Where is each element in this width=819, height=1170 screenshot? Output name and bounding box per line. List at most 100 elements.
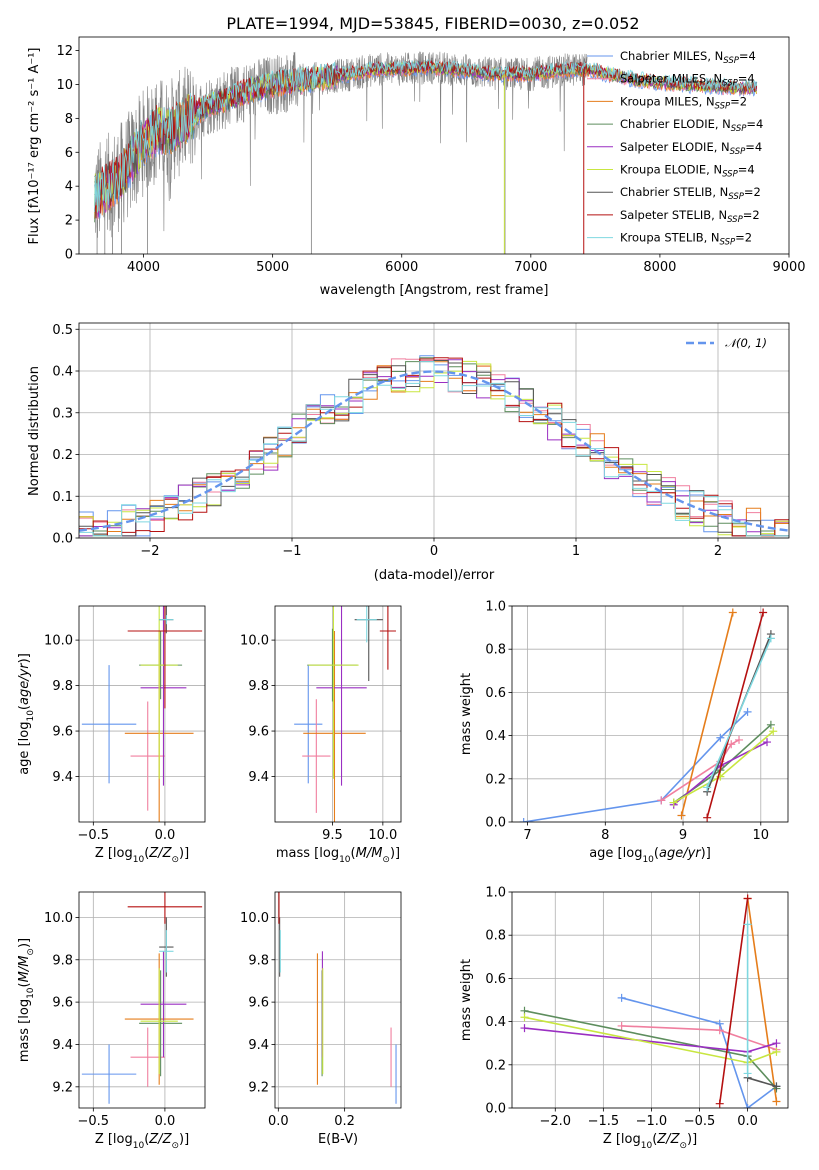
x-tick-label: 8 (601, 828, 609, 843)
x-tick-label: 2 (714, 544, 722, 559)
errorbar-salpeter-elodie (140, 951, 187, 1058)
label-part: 10 (26, 987, 36, 999)
legend-text: =4 (745, 140, 762, 154)
series-marker (743, 920, 752, 929)
axes-frame (78, 891, 206, 1109)
y-tick-label: 0.6 (485, 972, 506, 987)
label-part: ( (654, 846, 659, 861)
frame: −0.5 0.0 9.2 9.4 9.6 9.8 10.0 (44, 891, 206, 1129)
label-part: 10 (642, 855, 654, 865)
x-axis-label: wavelength [Angstrom, rest frame] (320, 283, 549, 298)
series-marker (763, 738, 772, 747)
series-salpeter-elodie (520, 1024, 781, 1056)
legend-sub: SSP (723, 56, 739, 66)
x-tick-label: −1.5 (588, 1114, 620, 1129)
histogram-kroupa-elodie (79, 360, 789, 537)
y-tick-label: 9.8 (248, 953, 269, 968)
legend-text: Salpeter STELIB, N (620, 208, 727, 222)
y-tick-label: 9.2 (248, 1080, 269, 1095)
label-part: )] (390, 846, 400, 861)
series-marker (772, 1082, 781, 1091)
series-marker (669, 798, 678, 807)
axes-frame (78, 36, 790, 255)
panel-0: 4000 5000 6000 7000 8000 9000 0 2 4 6 8 10 12 wavelen… (27, 36, 806, 298)
x-axis-label: mass [log10(M/M⊙)] (276, 846, 400, 865)
x-tick-label: 4000 (127, 260, 160, 275)
y-tick-label: 9.4 (52, 1038, 73, 1053)
legend-entry-salpeter-stelib: Salpeter STELIB, NSSP=2 (620, 208, 760, 225)
x-tick-label: −0.5 (78, 1114, 110, 1129)
x-tick-label: −0.5 (684, 1114, 716, 1129)
panel-3: 9.5 10.0 9.4 9.6 9.8 10.0 mass [log10(M/M⊙)] (240, 605, 402, 865)
frame: −0.5 0.0 9.4 9.6 9.8 10.0 (44, 605, 206, 843)
errorbar-kroupa-stelib (356, 606, 377, 643)
plot-area (519, 608, 778, 822)
x-tick-label: 9000 (772, 260, 805, 275)
legend-entry-chabrier-elodie: Chabrier ELODIE, NSSP=4 (620, 117, 763, 134)
label-part: M/M (17, 956, 32, 983)
series-line (523, 711, 749, 822)
legend-entry-kroupa-miles: Kroupa MILES, NSSP=2 (620, 94, 747, 111)
axes-frame (78, 322, 790, 539)
legend-text: Chabrier ELODIE, N (620, 117, 731, 131)
series-marker (520, 1013, 529, 1022)
y-tick-label: 0.5 (52, 323, 73, 338)
label-part: )] (179, 846, 189, 861)
legend-entry-chabrier-miles: Chabrier MILES, NSSP=4 (620, 49, 756, 66)
series-kroupa-stelib (743, 920, 752, 1078)
series-line (680, 612, 734, 816)
series-kroupa-stelib (703, 634, 775, 792)
label-part: 10 (641, 1141, 653, 1151)
x-tick-label: 0 (430, 544, 438, 559)
errorbar-kroupa-elodie (140, 968, 178, 1075)
series-line (524, 1027, 777, 1053)
label-part: ( (652, 1132, 657, 1147)
y-tick-label: 10.0 (44, 634, 73, 649)
axes-frame (511, 605, 789, 823)
series-marker (743, 707, 752, 716)
x-tick-label: 9.5 (322, 828, 343, 843)
series-line (621, 997, 777, 1108)
x-tick-label: 0.0 (737, 1114, 758, 1129)
x-axis-label: Z [log10(Z/Z⊙)] (95, 846, 189, 865)
series-marker (657, 796, 666, 805)
label-part: ⊙ (171, 1141, 179, 1151)
y-tick-label: 9.6 (52, 725, 73, 740)
y-axis-label: age [log10(age/yr)] (17, 653, 36, 775)
errorbar-salpeter-miles (130, 1027, 165, 1087)
y-tick-label: 0.3 (52, 406, 73, 421)
label-part: ⊙ (679, 1141, 687, 1151)
x-tick-label: −1 (282, 544, 301, 559)
panel-2: −0.5 0.09.49.69.810.0 Z [log10(Z/Z⊙)] age [… (17, 605, 206, 865)
series-line (524, 1010, 778, 1090)
series-line (718, 898, 749, 1104)
label-part: mass [log (276, 846, 339, 861)
y-axis-label: mass weight (459, 673, 474, 755)
label-part: 10 (133, 855, 145, 865)
y-tick-label: 0.0 (52, 532, 73, 547)
errorbar-salpeter-stelib (127, 606, 203, 709)
x-tick-label: 8000 (643, 260, 676, 275)
label-part: age [log (589, 846, 642, 861)
y-axis-label: Normed distribution (27, 366, 42, 496)
series-marker (520, 1024, 529, 1033)
y-tick-label: 1.0 (485, 886, 506, 901)
frame: 0.0 0.2 9.2 9.4 9.6 9.8 10.0 (240, 891, 402, 1129)
panel-5: −0.5 0.09.29.49.69.810.0Z [log10(Z/Z⊙)]ma… (17, 891, 206, 1151)
legend-text: =2 (743, 208, 760, 222)
label-part: ( (17, 705, 32, 710)
errorbar-kroupa-elodie (140, 606, 178, 779)
errorbar-chabrier-miles (81, 1044, 137, 1104)
x-tick-label: 0.0 (155, 828, 176, 843)
y-tick-label: 0.4 (485, 729, 506, 744)
y-tick-label: 0.0 (485, 1102, 506, 1117)
series-salpeter-miles (657, 735, 744, 805)
label-part: Z/Z (148, 1132, 172, 1147)
legend-sub: SSP (728, 192, 744, 202)
x-axis-label: (data-model)/error (374, 568, 495, 583)
x-tick-label: 0.0 (155, 1114, 176, 1129)
axes-frame (511, 891, 789, 1109)
series-line (747, 1077, 777, 1088)
